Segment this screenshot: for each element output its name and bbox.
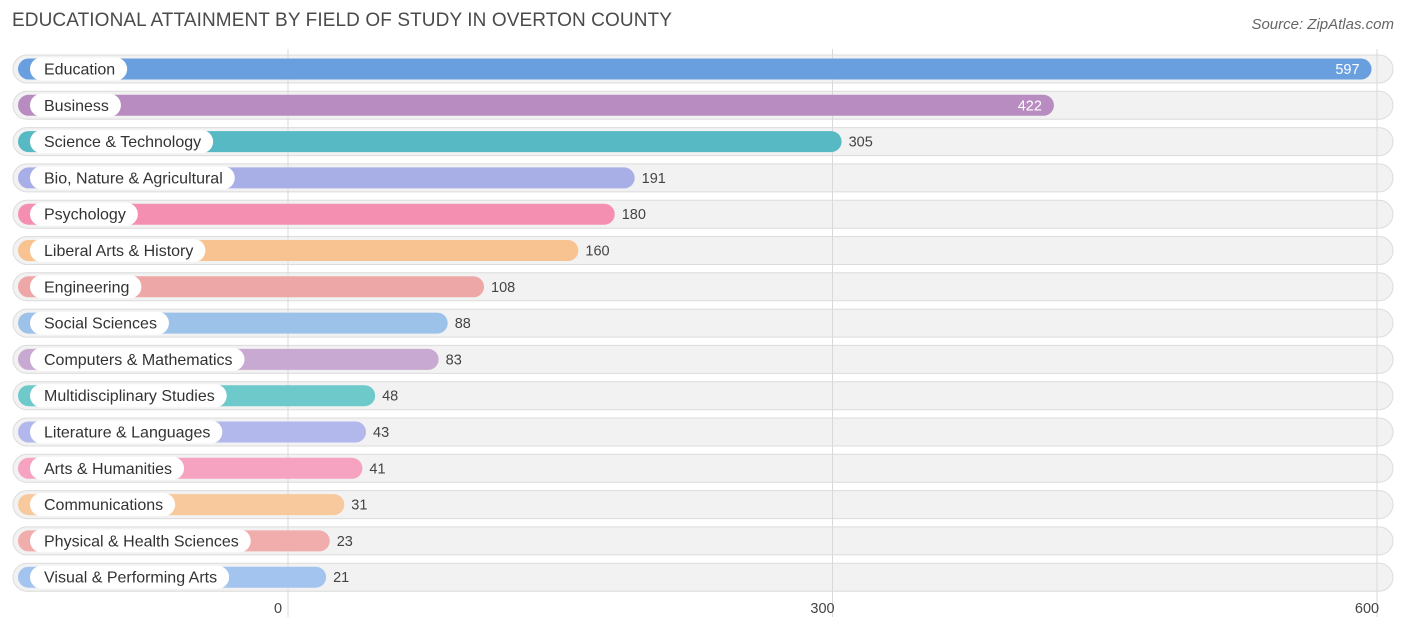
- bar-business: [18, 94, 1054, 116]
- category-label-arts-and-humanities: Arts & Humanities: [44, 461, 172, 478]
- category-label-science-and-technology: Science & Technology: [44, 134, 201, 151]
- category-pill-bio-nature-and-agricultural: [30, 166, 235, 190]
- bars: Education 597 Business 422 Science & Technol…: [18, 57, 1372, 589]
- category-pill-literature-and-languages: [30, 420, 223, 444]
- category-label-computers-and-mathematics: Computers & Mathematics: [44, 352, 233, 369]
- value-label-science-and-technology: 305: [849, 135, 873, 151]
- category-label-education: Education: [44, 62, 115, 79]
- category-pill-computers-and-mathematics: [30, 347, 245, 371]
- value-label-literature-and-languages: 43: [373, 425, 389, 441]
- category-label-business: Business: [44, 98, 109, 115]
- value-label-visual-and-performing-arts: 21: [333, 570, 349, 586]
- chart-source: Source: ZipAtlas.com: [1251, 16, 1394, 33]
- category-pill-education: [30, 57, 128, 81]
- category-label-psychology: Psychology: [44, 207, 126, 224]
- value-label-communications: 31: [351, 498, 367, 514]
- row-background-physical-and-health-sciences: [12, 526, 1394, 556]
- chart-title: EDUCATIONAL ATTAINMENT BY FIELD OF STUDY…: [12, 10, 672, 31]
- category-pill-psychology: [30, 202, 138, 226]
- value-label-psychology: 180: [622, 207, 646, 223]
- category-label-social-sciences: Social Sciences: [44, 316, 157, 333]
- category-pill-liberal-arts-and-history: [30, 239, 206, 262]
- category-label-literature-and-languages: Literature & Languages: [44, 425, 210, 442]
- bar-psychology: [18, 203, 615, 225]
- row-background-visual-and-performing-arts: [12, 562, 1394, 592]
- category-pill-communications: [30, 493, 176, 517]
- category-label-multidisciplinary-studies: Multidisciplinary Studies: [44, 388, 215, 405]
- category-pill-social-sciences: [30, 311, 169, 335]
- bar-education: [18, 58, 1372, 80]
- value-label-multidisciplinary-studies: 48: [382, 389, 398, 405]
- value-label-liberal-arts-and-history: 160: [585, 244, 609, 260]
- tick-label-600: 600: [1355, 601, 1379, 617]
- category-label-bio-nature-and-agricultural: Bio, Nature & Agricultural: [44, 170, 223, 187]
- value-label-education: 597: [1335, 62, 1359, 78]
- category-label-communications: Communications: [44, 497, 163, 514]
- category-pill-arts-and-humanities: [30, 456, 185, 480]
- category-label-liberal-arts-and-history: Liberal Arts & History: [44, 243, 193, 260]
- category-pill-engineering: [30, 275, 142, 299]
- category-pill-multidisciplinary-studies: [30, 384, 227, 408]
- category-label-visual-and-performing-arts: Visual & Performing Arts: [44, 570, 217, 587]
- category-pill-physical-and-health-sciences: [30, 529, 251, 553]
- value-label-computers-and-mathematics: 83: [446, 352, 462, 368]
- category-label-engineering: Engineering: [44, 279, 129, 296]
- category-pill-science-and-technology: [30, 130, 214, 154]
- tick-label-0: 0: [274, 601, 282, 617]
- value-label-arts-and-humanities: 41: [369, 461, 385, 477]
- x-axis-ticks: 0 300 600: [274, 601, 1379, 617]
- value-label-physical-and-health-sciences: 23: [337, 534, 353, 550]
- row-background-communications: [12, 490, 1394, 520]
- tick-label-300: 300: [810, 601, 834, 617]
- category-pill-business: [30, 93, 121, 117]
- category-pill-visual-and-performing-arts: [30, 565, 230, 589]
- value-label-engineering: 108: [491, 280, 515, 296]
- bar-science-and-technology: [18, 131, 842, 153]
- value-label-business: 422: [1018, 98, 1042, 114]
- value-label-bio-nature-and-agricultural: 191: [642, 171, 666, 187]
- value-label-social-sciences: 88: [455, 316, 471, 332]
- category-label-physical-and-health-sciences: Physical & Health Sciences: [44, 533, 239, 550]
